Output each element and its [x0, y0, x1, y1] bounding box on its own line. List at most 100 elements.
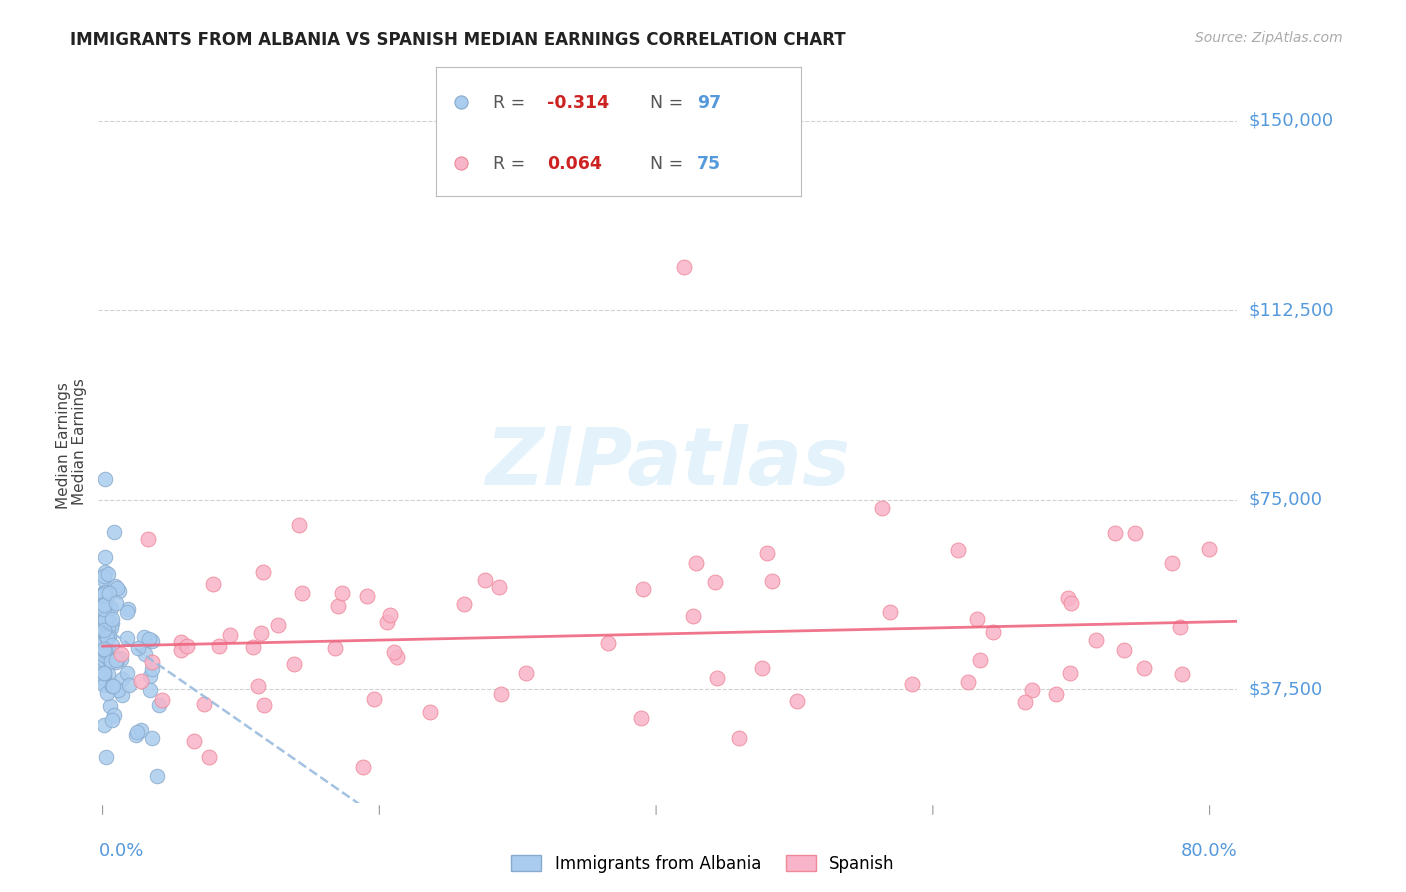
- Point: [96, 686, 118, 700]
- Point: [93, 601, 115, 615]
- Point: [101, 612, 124, 626]
- Point: [981, 625, 1004, 640]
- Point: [253, 698, 276, 713]
- Point: [93, 642, 115, 657]
- Point: [103, 708, 125, 723]
- Point: [139, 669, 162, 683]
- Point: [105, 582, 128, 596]
- Point: [208, 640, 231, 654]
- Text: 80.0%: 80.0%: [1181, 842, 1237, 860]
- Point: [104, 579, 127, 593]
- Point: [117, 605, 139, 619]
- Point: [252, 566, 274, 580]
- Point: [93, 656, 115, 670]
- Point: [1168, 620, 1191, 634]
- Point: [141, 731, 163, 745]
- Point: [93, 671, 115, 685]
- Point: [1045, 687, 1067, 701]
- Point: [219, 627, 242, 641]
- Point: [93, 635, 115, 649]
- Text: Source: ZipAtlas.com: Source: ZipAtlas.com: [1195, 31, 1343, 45]
- Point: [1057, 591, 1080, 606]
- Point: [169, 635, 191, 649]
- Point: [97, 629, 120, 643]
- Point: [104, 653, 127, 667]
- Point: [966, 612, 988, 626]
- Point: [96, 610, 118, 624]
- Point: [97, 567, 120, 582]
- Point: [93, 565, 115, 579]
- Point: [249, 625, 271, 640]
- Point: [94, 585, 117, 599]
- Point: [93, 598, 115, 612]
- Point: [93, 615, 115, 629]
- Point: [450, 155, 472, 169]
- Point: [328, 599, 350, 613]
- Point: [291, 586, 314, 600]
- Point: [93, 569, 115, 583]
- Point: [1123, 526, 1146, 541]
- Text: $75,000: $75,000: [1249, 491, 1323, 508]
- Point: [93, 604, 115, 618]
- Point: [100, 714, 122, 728]
- Point: [111, 672, 134, 686]
- Point: [93, 644, 115, 658]
- Point: [97, 652, 120, 666]
- Text: $37,500: $37,500: [1249, 680, 1323, 698]
- Point: [100, 601, 122, 615]
- Point: [93, 611, 115, 625]
- Point: [129, 723, 152, 737]
- Point: [96, 643, 118, 657]
- Point: [97, 643, 120, 657]
- Point: [786, 694, 808, 708]
- Point: [94, 644, 117, 658]
- Point: [93, 633, 115, 648]
- Point: [96, 630, 118, 644]
- Point: [110, 652, 132, 666]
- Point: [138, 632, 160, 646]
- Text: 75: 75: [697, 155, 721, 173]
- Point: [96, 622, 118, 636]
- Point: [1160, 556, 1182, 570]
- Point: [96, 595, 118, 609]
- Point: [94, 648, 117, 663]
- Point: [1171, 667, 1194, 681]
- Point: [127, 641, 149, 656]
- Point: [288, 518, 311, 533]
- Point: [515, 666, 537, 681]
- Point: [363, 692, 385, 706]
- Point: [202, 576, 225, 591]
- Point: [706, 671, 728, 685]
- Point: [93, 612, 115, 626]
- Text: R =: R =: [492, 155, 530, 173]
- Point: [118, 678, 141, 692]
- Point: [956, 675, 979, 690]
- Point: [170, 642, 193, 657]
- Point: [105, 596, 128, 610]
- Text: N =: N =: [650, 95, 689, 112]
- Point: [132, 631, 155, 645]
- Point: [93, 587, 115, 601]
- Point: [375, 615, 398, 630]
- Point: [98, 699, 121, 714]
- Point: [176, 639, 198, 653]
- Point: [489, 687, 512, 701]
- Point: [108, 651, 131, 665]
- Point: [94, 749, 117, 764]
- Point: [93, 623, 115, 637]
- Text: $150,000: $150,000: [1249, 112, 1333, 129]
- Point: [242, 640, 264, 654]
- Point: [453, 597, 475, 611]
- Point: [93, 625, 115, 640]
- Point: [107, 683, 129, 698]
- Point: [682, 608, 704, 623]
- Text: -0.314: -0.314: [547, 95, 609, 112]
- Point: [93, 642, 115, 657]
- Point: [111, 688, 134, 702]
- Point: [247, 679, 270, 693]
- Point: [97, 622, 120, 636]
- Point: [93, 718, 115, 732]
- Point: [104, 655, 127, 669]
- Point: [103, 524, 125, 539]
- Point: [1021, 682, 1043, 697]
